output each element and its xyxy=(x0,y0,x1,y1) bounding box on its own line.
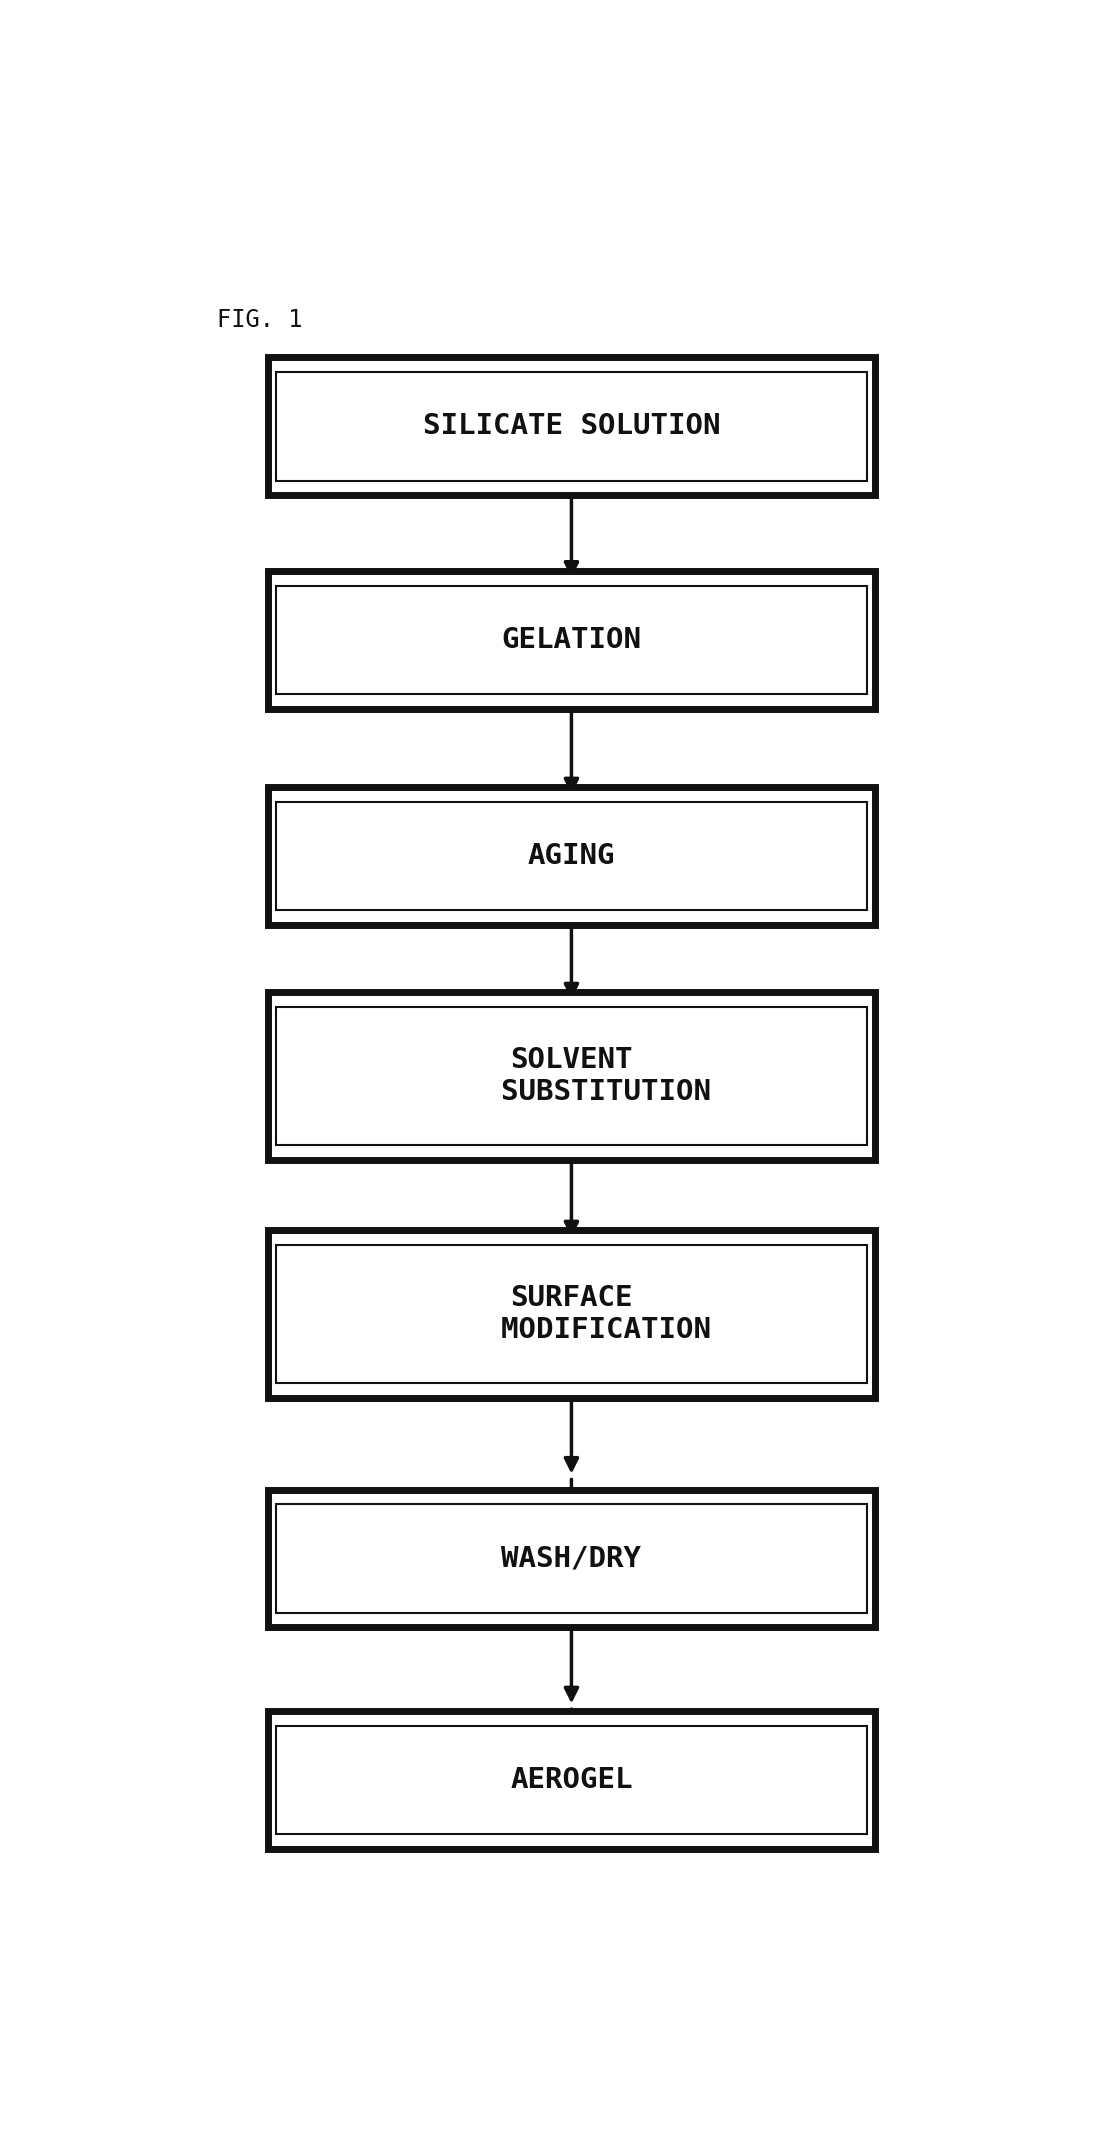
Text: AGING: AGING xyxy=(527,842,615,869)
Text: WASH/DRY: WASH/DRY xyxy=(502,1545,641,1573)
Bar xyxy=(268,358,875,494)
Bar xyxy=(275,1245,867,1383)
Text: FIG. 1: FIG. 1 xyxy=(217,309,302,332)
Bar xyxy=(275,801,867,910)
Bar xyxy=(268,786,875,925)
Bar xyxy=(275,586,867,695)
Text: SURFACE
    MODIFICATION: SURFACE MODIFICATION xyxy=(432,1283,711,1345)
Bar xyxy=(275,1504,867,1613)
Bar xyxy=(275,1726,867,1835)
Bar xyxy=(268,1490,875,1628)
Bar xyxy=(275,1008,867,1144)
Text: AEROGEL: AEROGEL xyxy=(511,1767,632,1794)
Bar xyxy=(268,1711,875,1850)
Bar xyxy=(268,993,875,1159)
Text: GELATION: GELATION xyxy=(502,627,641,654)
Bar xyxy=(268,571,875,710)
Bar xyxy=(268,1230,875,1398)
Bar xyxy=(275,373,867,479)
Text: SOLVENT
    SUBSTITUTION: SOLVENT SUBSTITUTION xyxy=(432,1046,711,1106)
Text: SILICATE SOLUTION: SILICATE SOLUTION xyxy=(423,413,720,441)
